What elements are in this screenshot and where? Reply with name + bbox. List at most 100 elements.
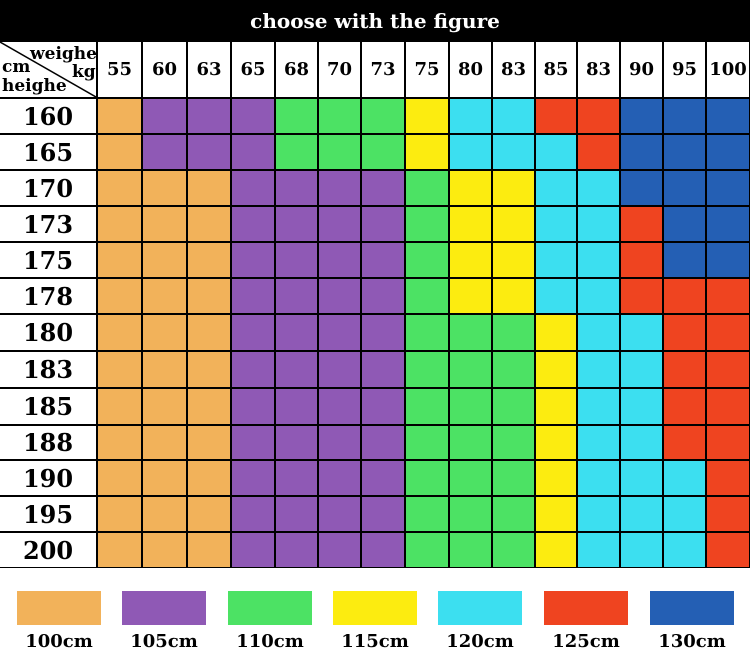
size-cell-115cm: [536, 315, 576, 350]
size-cell-110cm: [493, 533, 534, 567]
size-cell-105cm: [232, 352, 274, 387]
size-cell-100cm: [188, 171, 230, 205]
size-cell-100cm: [98, 315, 141, 350]
size-cell-105cm: [232, 426, 274, 459]
size-cell-115cm: [450, 243, 491, 277]
size-cell-110cm: [450, 533, 491, 567]
legend-swatch: [333, 591, 417, 625]
size-cell-105cm: [276, 243, 317, 277]
size-cell-130cm: [664, 135, 705, 169]
size-cell-130cm: [621, 171, 662, 205]
size-cell-120cm: [493, 99, 534, 133]
size-cell-125cm: [621, 243, 662, 277]
legend-swatch: [122, 591, 206, 625]
size-cell-110cm: [319, 135, 360, 169]
size-cell-125cm: [664, 279, 705, 313]
size-cell-105cm: [232, 243, 274, 277]
size-legend: 100cm 105cm 110cm 115cm 120cm 125cm 130cm: [0, 568, 750, 662]
size-cell-120cm: [664, 461, 705, 495]
size-cell-130cm: [621, 135, 662, 169]
size-cell-110cm: [362, 135, 404, 169]
weight-header: 85: [536, 42, 576, 97]
size-cell-110cm: [406, 207, 448, 241]
size-cell-105cm: [276, 352, 317, 387]
height-header: 175: [0, 243, 96, 277]
size-cell-120cm: [493, 135, 534, 169]
size-cell-120cm: [450, 135, 491, 169]
size-cell-105cm: [319, 461, 360, 495]
size-cell-105cm: [319, 497, 360, 531]
size-cell-110cm: [406, 315, 448, 350]
size-cell-110cm: [276, 135, 317, 169]
size-cell-110cm: [493, 426, 534, 459]
height-header: 185: [0, 389, 96, 424]
size-cell-105cm: [319, 426, 360, 459]
height-header: 165: [0, 135, 96, 169]
size-cell-130cm: [664, 99, 705, 133]
size-cell-120cm: [536, 207, 576, 241]
size-cell-130cm: [707, 207, 749, 241]
size-cell-100cm: [98, 207, 141, 241]
size-cell-105cm: [362, 243, 404, 277]
size-cell-125cm: [621, 279, 662, 313]
size-cell-100cm: [188, 461, 230, 495]
weight-header: 63: [188, 42, 230, 97]
corner-header: weighe kg cm heighe: [0, 42, 97, 97]
size-cell-110cm: [406, 243, 448, 277]
size-cell-105cm: [232, 497, 274, 531]
size-cell-105cm: [188, 135, 230, 169]
size-cell-110cm: [450, 497, 491, 531]
size-cell-110cm: [450, 461, 491, 495]
size-cell-105cm: [276, 461, 317, 495]
size-cell-100cm: [143, 243, 186, 277]
height-unit-label: cm: [2, 57, 31, 77]
size-cell-105cm: [276, 279, 317, 313]
height-header: 188: [0, 426, 96, 459]
size-cell-110cm: [406, 426, 448, 459]
size-cell-115cm: [493, 171, 534, 205]
size-cell-115cm: [450, 207, 491, 241]
size-cell-115cm: [536, 352, 576, 387]
size-cell-115cm: [406, 99, 448, 133]
size-cell-100cm: [188, 533, 230, 567]
size-cell-105cm: [362, 352, 404, 387]
size-cell-120cm: [664, 497, 705, 531]
size-cell-100cm: [98, 389, 141, 424]
height-header: 173: [0, 207, 96, 241]
size-cell-120cm: [450, 99, 491, 133]
size-cell-110cm: [450, 426, 491, 459]
size-cell-105cm: [319, 352, 360, 387]
size-cell-110cm: [493, 497, 534, 531]
size-cell-105cm: [276, 315, 317, 350]
size-cell-105cm: [232, 279, 274, 313]
size-cell-105cm: [232, 461, 274, 495]
size-cell-100cm: [143, 461, 186, 495]
size-cell-100cm: [143, 315, 186, 350]
size-cell-105cm: [188, 99, 230, 133]
size-cell-105cm: [276, 389, 317, 424]
size-cell-100cm: [188, 315, 230, 350]
size-cell-120cm: [621, 389, 662, 424]
size-cell-110cm: [319, 99, 360, 133]
size-cell-110cm: [406, 352, 448, 387]
legend-label: 105cm: [130, 631, 198, 652]
size-cell-100cm: [143, 279, 186, 313]
weight-header: 83: [578, 42, 619, 97]
size-cell-125cm: [707, 279, 749, 313]
size-cell-105cm: [319, 207, 360, 241]
legend-label: 125cm: [552, 631, 620, 652]
weight-header: 60: [143, 42, 186, 97]
size-cell-100cm: [143, 352, 186, 387]
size-cell-125cm: [707, 426, 749, 459]
weight-header: 65: [232, 42, 274, 97]
size-cell-105cm: [319, 171, 360, 205]
size-cell-105cm: [276, 426, 317, 459]
height-header: 178: [0, 279, 96, 313]
size-cell-115cm: [450, 171, 491, 205]
size-cell-100cm: [143, 426, 186, 459]
size-cell-125cm: [536, 99, 576, 133]
size-cell-120cm: [621, 533, 662, 567]
size-cell-120cm: [578, 389, 619, 424]
weight-header: 100: [707, 42, 749, 97]
size-cell-120cm: [578, 279, 619, 313]
